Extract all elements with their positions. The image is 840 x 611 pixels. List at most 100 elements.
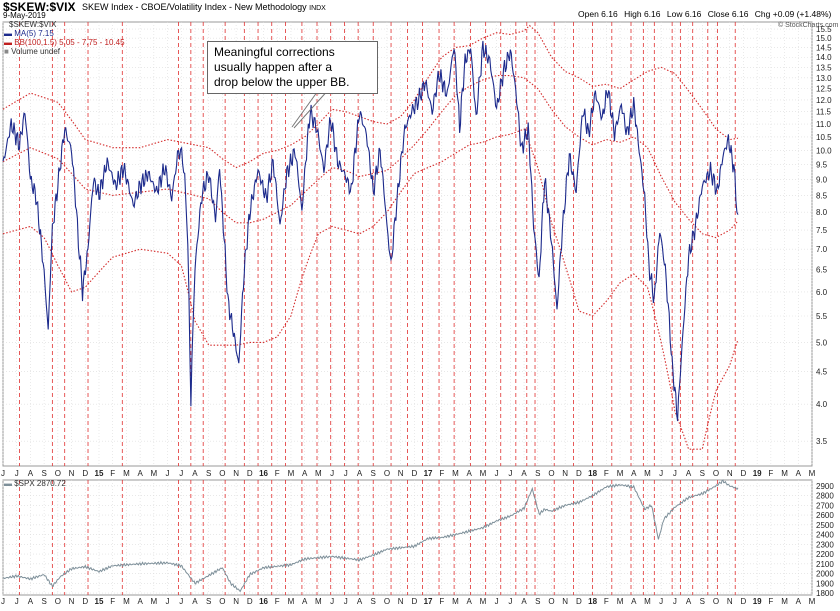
x-tick-label: N — [398, 597, 404, 606]
x-tick-label: M — [644, 597, 651, 606]
x-tick-label: A — [28, 597, 34, 606]
x-tick-label: J — [344, 597, 348, 606]
x-tick-label: S — [700, 597, 705, 606]
x-tick-label: A — [357, 597, 363, 606]
x-tick-label: M — [617, 469, 624, 478]
x-tick-label: A — [686, 597, 692, 606]
x-tick-label: M — [452, 469, 459, 478]
y-tick-label: 6.5 — [816, 266, 828, 275]
y-tick-label: 15.5 — [816, 25, 832, 34]
open-value: 6.16 — [601, 9, 618, 19]
x-tick-label: O — [55, 469, 61, 478]
x-tick-label: N — [562, 469, 568, 478]
x-tick-label: A — [192, 469, 198, 478]
y-tick-label: 15.0 — [816, 34, 832, 43]
legend-main: $SKEW:$VIX — [9, 20, 56, 29]
y-tick-label: 2700 — [816, 501, 834, 510]
y-tick-label: 2600 — [816, 511, 834, 520]
x-tick-label: D — [82, 597, 88, 606]
x-tick-label: 16 — [259, 597, 268, 606]
x-tick-label: A — [137, 469, 143, 478]
x-tick-label: S — [371, 597, 376, 606]
annotation-pointer — [291, 87, 321, 128]
x-tick-label: J — [330, 469, 334, 478]
x-tick-label: M — [809, 469, 816, 478]
x-tick-label: N — [233, 597, 239, 606]
x-tick-label: J — [508, 597, 512, 606]
x-tick-label: M — [288, 597, 295, 606]
x-tick-label: D — [741, 597, 747, 606]
legend-bb-swatch: ▬ — [4, 38, 12, 47]
y-tick-label: 11.5 — [816, 108, 832, 117]
x-tick-label: A — [302, 469, 308, 478]
x-tick-label: D — [247, 469, 253, 478]
x-tick-label: M — [617, 597, 624, 606]
x-tick-label: M — [123, 597, 130, 606]
ma5-line — [2, 40, 739, 422]
x-tick-label: M — [150, 469, 157, 478]
x-tick-label: J — [179, 597, 183, 606]
y-tick-label: 10.5 — [816, 133, 832, 142]
x-tick-label: S — [206, 597, 211, 606]
low-label: Low — [666, 9, 683, 19]
annotation-line: drop below the upper BB. — [214, 75, 350, 89]
x-tick-label: A — [28, 469, 34, 478]
annotation-pointer — [293, 87, 331, 129]
x-tick-label: M — [480, 597, 487, 606]
x-tick-label: S — [41, 597, 46, 606]
x-tick-label: 15 — [95, 597, 104, 606]
legend-volume: ■ Volume undef — [4, 47, 60, 56]
x-tick-label: M — [644, 469, 651, 478]
x-tick-label: M — [809, 597, 816, 606]
x-tick-label: S — [206, 469, 211, 478]
x-tick-label: F — [439, 469, 444, 478]
y-tick-label: 2800 — [816, 492, 834, 501]
x-tick-label: D — [576, 469, 582, 478]
x-tick-label: A — [631, 469, 637, 478]
x-tick-label: J — [166, 597, 170, 606]
high-label: High — [624, 9, 642, 19]
x-tick-label: F — [275, 597, 280, 606]
x-tick-label: J — [1, 469, 5, 478]
spx-legend-text: $SPX 2870.72 — [14, 479, 66, 488]
x-tick-label: O — [384, 469, 390, 478]
x-tick-label: N — [233, 469, 239, 478]
y-tick-label: 4.5 — [816, 368, 828, 377]
x-tick-label: J — [179, 469, 183, 478]
x-tick-label: S — [41, 469, 46, 478]
y-tick-label: 8.0 — [816, 208, 828, 217]
x-tick-label: F — [275, 469, 280, 478]
x-tick-label: N — [69, 597, 75, 606]
x-tick-label: N — [727, 597, 733, 606]
x-tick-label: J — [15, 597, 19, 606]
x-tick-label: N — [69, 469, 75, 478]
x-tick-label: D — [82, 469, 88, 478]
y-tick-label: 9.0 — [816, 176, 828, 185]
y-tick-label: 8.5 — [816, 191, 828, 200]
legend-volume-text: Volume undef — [11, 47, 61, 56]
x-tick-label: 18 — [588, 597, 597, 606]
x-tick-label: N — [562, 597, 568, 606]
high-value: 6.16 — [643, 9, 661, 19]
x-tick-label: A — [467, 597, 473, 606]
x-tick-label: M — [150, 597, 157, 606]
x-tick-label: 18 — [588, 469, 597, 478]
x-tick-label: J — [1, 597, 5, 606]
bb-lower-line — [2, 128, 739, 450]
x-tick-label: N — [727, 469, 733, 478]
x-tick-label: S — [535, 597, 540, 606]
x-tick-label: O — [713, 469, 719, 478]
x-tick-label: M — [288, 469, 295, 478]
x-tick-label: F — [604, 597, 609, 606]
legend-ma-swatch: ▬ — [4, 29, 12, 38]
ohlc-readout: Open 6.16 High 6.16 Low 6.16 Close 6.16 … — [578, 9, 831, 19]
y-tick-label: 14.0 — [816, 53, 832, 62]
open-label: Open — [578, 9, 599, 19]
y-tick-label: 2900 — [816, 482, 834, 491]
x-tick-label: D — [741, 469, 747, 478]
y-tick-label: 2200 — [816, 550, 834, 559]
x-tick-label: 17 — [424, 469, 433, 478]
x-tick-label: 19 — [753, 469, 762, 478]
